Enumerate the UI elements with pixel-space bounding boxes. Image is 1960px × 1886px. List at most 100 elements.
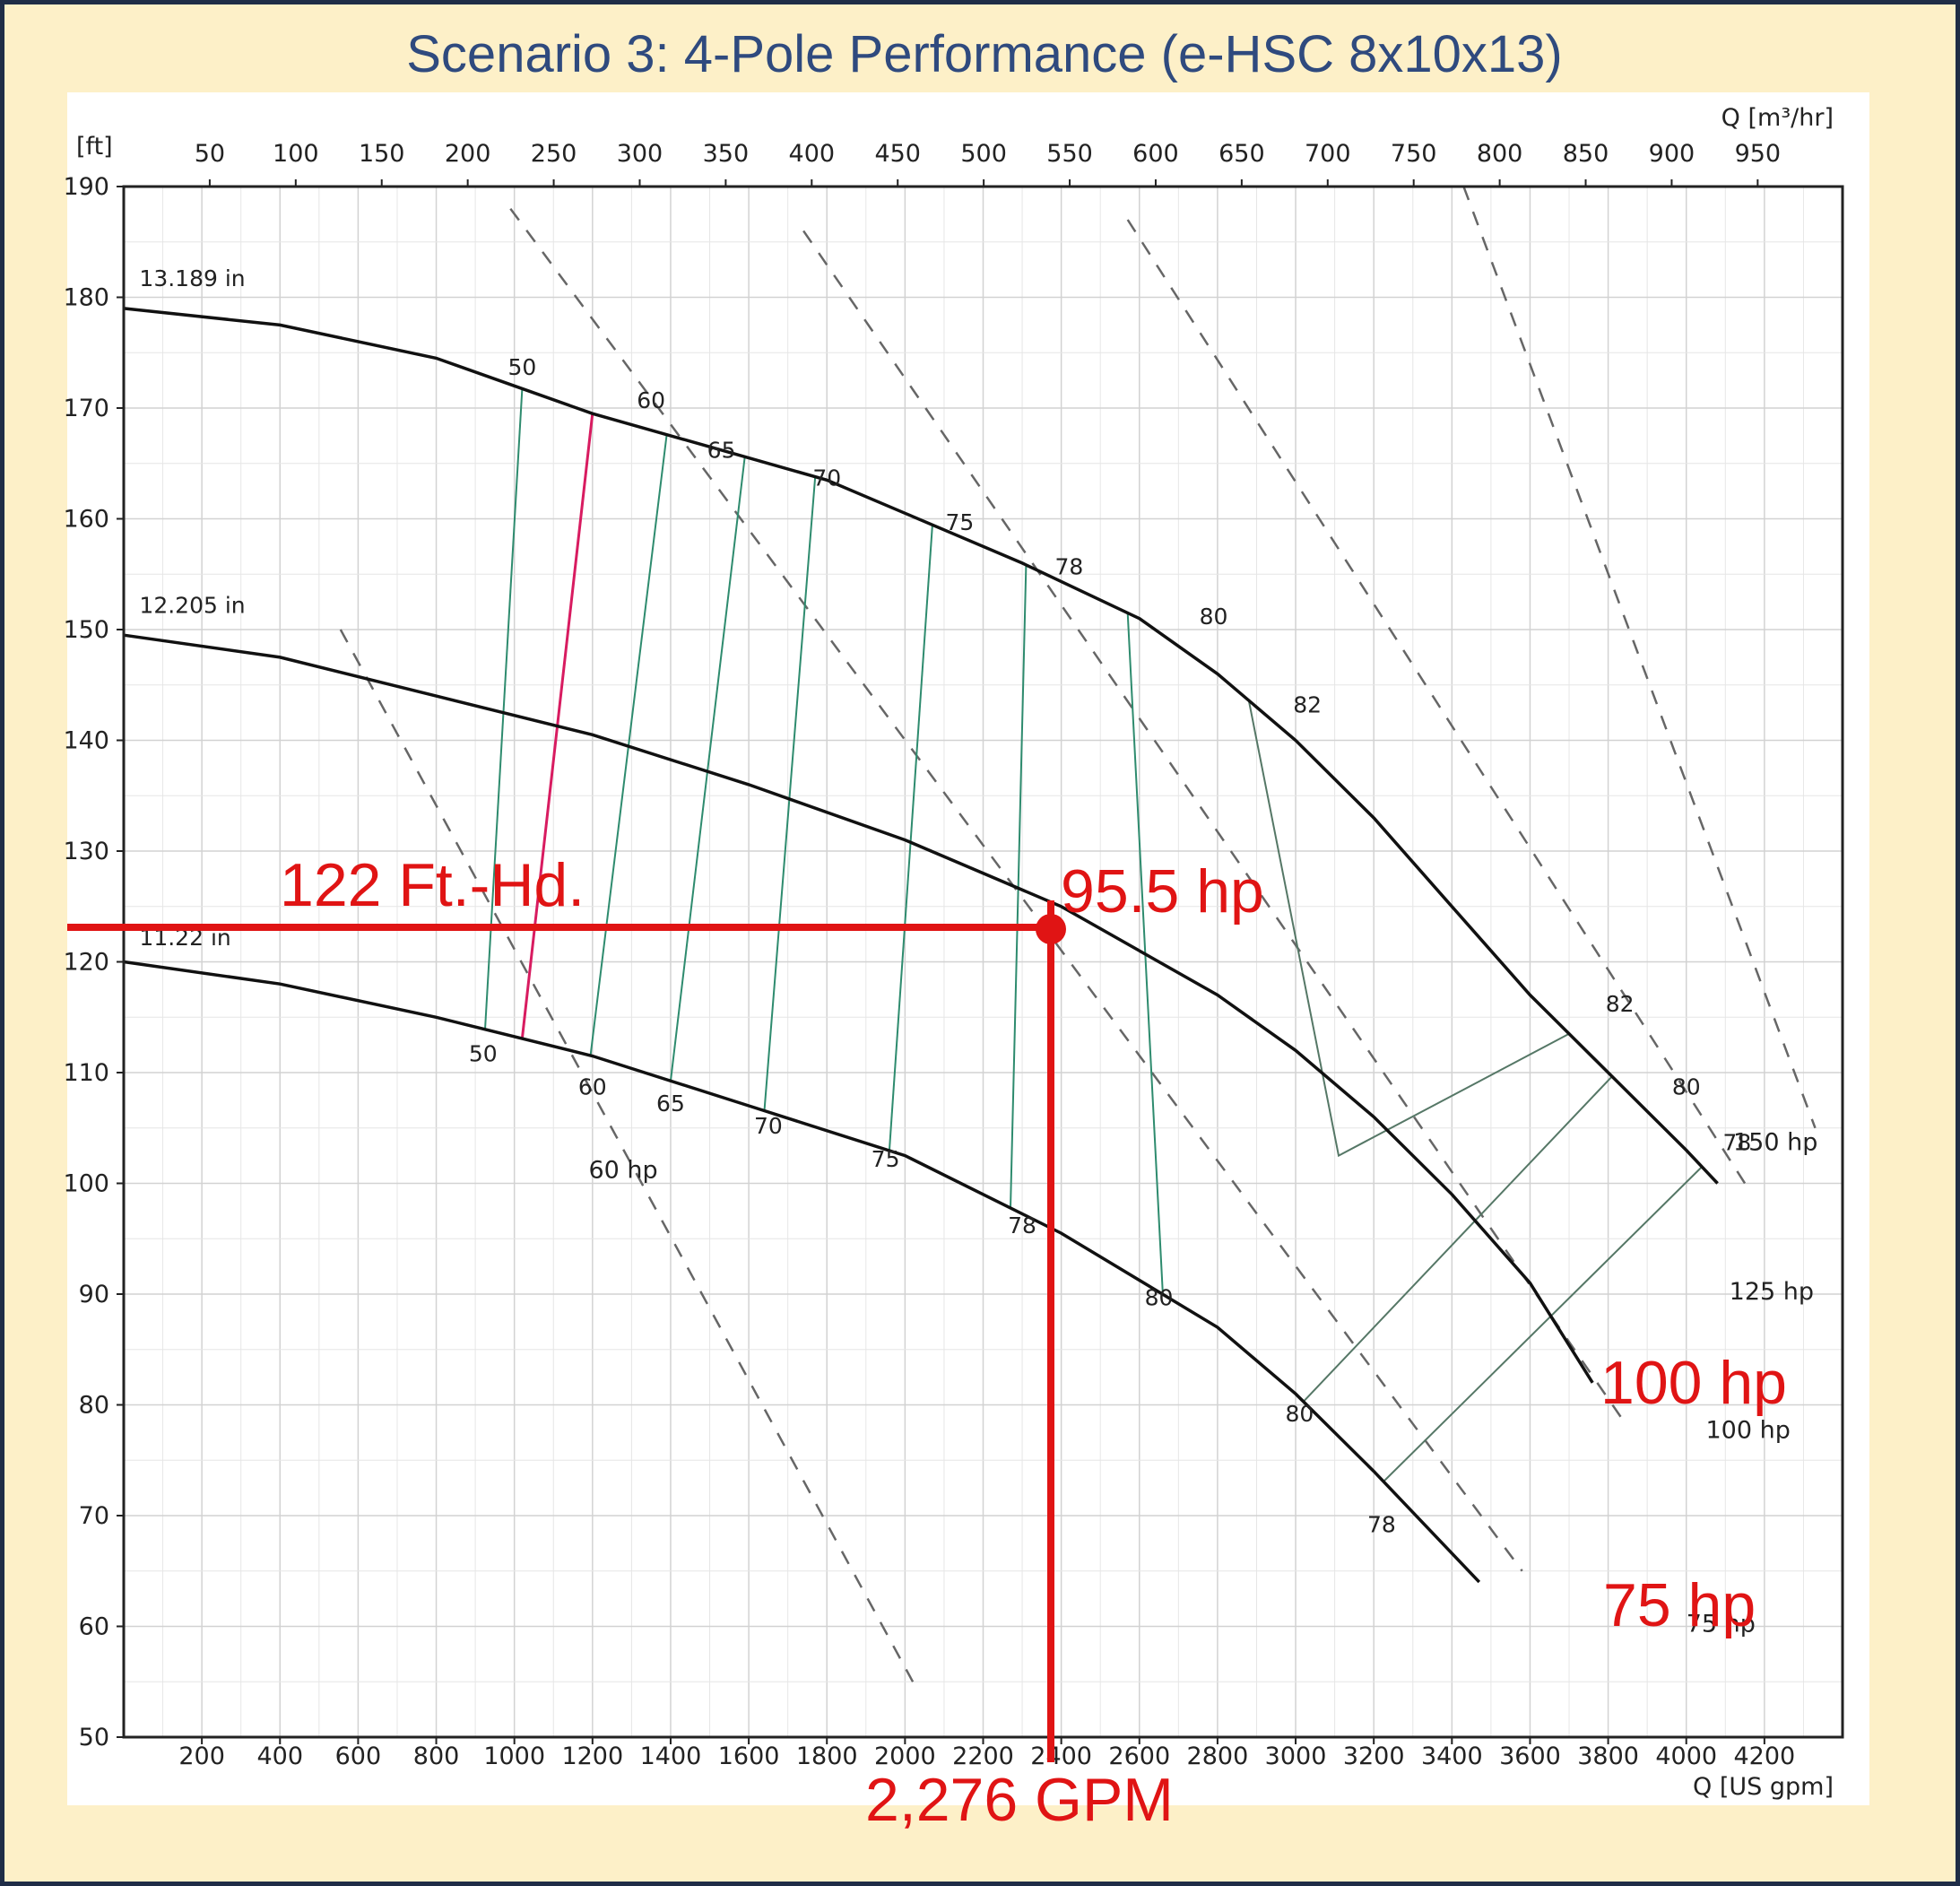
x-top-tick-label: 150 xyxy=(359,140,405,168)
efficiency-line-82 xyxy=(1247,700,1570,1158)
x-bottom-tick-label: 1600 xyxy=(718,1743,780,1770)
efficiency-label: 60 xyxy=(578,1074,607,1100)
efficiency-label: 70 xyxy=(754,1113,783,1139)
y-tick-label: 100 xyxy=(63,1170,109,1198)
x-bottom-tick-label: 800 xyxy=(413,1743,460,1770)
plot-border xyxy=(122,185,1844,1739)
x-top-tick-label: 50 xyxy=(195,140,225,168)
curve-label-diameter: 12.205 in xyxy=(139,592,245,618)
x-top-tick-label: 250 xyxy=(531,140,577,168)
x-top-tick-label: 700 xyxy=(1305,140,1351,168)
x-bottom-tick-label: 1000 xyxy=(483,1743,545,1770)
y-tick-label: 140 xyxy=(63,727,109,755)
y-tick-label: 180 xyxy=(63,284,109,312)
x-top-tick-label: 400 xyxy=(789,140,836,168)
x-top-tick-label: 650 xyxy=(1218,140,1265,168)
x-top-tick-label: 500 xyxy=(960,140,1007,168)
x-top-tick-label: 100 xyxy=(273,140,319,168)
x-top-tick-label: 350 xyxy=(703,140,750,168)
head-curve xyxy=(123,633,1594,1384)
efficiency-line xyxy=(763,476,817,1111)
y-tick-label: 130 xyxy=(63,838,109,865)
plot-background xyxy=(67,92,1869,1805)
x-bottom-axis-label: Q [US gpm] xyxy=(1693,1773,1834,1801)
efficiency-label: 75 xyxy=(872,1146,900,1172)
y-tick-label: 150 xyxy=(63,616,109,644)
curve-label-diameter: 13.189 in xyxy=(139,265,245,291)
efficiency-label: 80 xyxy=(1285,1401,1314,1427)
y-tick-label: 60 xyxy=(79,1613,109,1641)
x-top-tick-label: 850 xyxy=(1563,140,1609,168)
head-curve xyxy=(123,960,1481,1584)
efficiency-label: 80 xyxy=(1200,604,1228,630)
head-curve xyxy=(123,307,1719,1185)
hp75-annotation: 75 hp xyxy=(1603,1571,1756,1639)
x-bottom-tick-label: 400 xyxy=(256,1743,303,1770)
efficiency-label: 80 xyxy=(1145,1284,1174,1310)
x-top-tick-label: 900 xyxy=(1649,140,1695,168)
y-tick-label: 160 xyxy=(63,506,109,534)
x-top-tick-label: 800 xyxy=(1477,140,1523,168)
efficiency-label: 82 xyxy=(1293,692,1322,718)
x-bottom-tick-label: 3200 xyxy=(1343,1743,1405,1770)
y-axis-label: [ft] xyxy=(76,133,113,161)
efficiency-label: 65 xyxy=(656,1091,685,1117)
power-line-label: 100 hp xyxy=(1706,1417,1791,1445)
y-tick-label: 190 xyxy=(63,173,109,201)
power-line-125-hp xyxy=(1126,219,1747,1185)
x-top-axis-label: Q [m³/hr] xyxy=(1722,104,1834,132)
power-annotation: 95.5 hp xyxy=(1061,857,1264,926)
x-top-tick-label: 200 xyxy=(445,140,491,168)
head-curves xyxy=(123,307,1719,1584)
power-lines: 60 hp 75 hp 100 hp 125 hp 150 hp xyxy=(339,186,1817,1682)
efficiency-label: 78 xyxy=(1054,553,1083,579)
x-top-tick-label: 300 xyxy=(617,140,663,168)
x-top-tick-label: 950 xyxy=(1735,140,1782,168)
efficiency-label: 75 xyxy=(945,509,974,535)
x-bottom-tick-label: 2400 xyxy=(1030,1743,1092,1770)
x-bottom-tick-label: 1200 xyxy=(561,1743,623,1770)
x-bottom-tick-label: 600 xyxy=(335,1743,382,1770)
efficiency-label: 50 xyxy=(469,1041,498,1067)
efficiency-line-80 xyxy=(1303,1075,1613,1403)
x-bottom-tick-label: 3400 xyxy=(1421,1743,1483,1770)
x-bottom-tick-label: 4200 xyxy=(1734,1743,1796,1770)
y-tick-label: 170 xyxy=(63,395,109,422)
efficiency-line-78 xyxy=(1383,1166,1703,1482)
x-bottom-tick-label: 1400 xyxy=(640,1743,702,1770)
efficiency-label: 80 xyxy=(1672,1074,1701,1100)
flow-annotation: 2,276 GPM xyxy=(865,1766,1174,1834)
efficiency-label: 78 xyxy=(1722,1129,1751,1155)
axis-ticks: 50 60 70 80 90 100 110 120 130 140 150 160 170 180 190… xyxy=(63,140,1795,1770)
head-annotation: 122 Ft.-Hd. xyxy=(280,851,585,919)
efficiency-label: 70 xyxy=(812,465,841,491)
y-tick-label: 80 xyxy=(79,1392,109,1420)
grid xyxy=(124,187,1843,1737)
x-bottom-tick-label: 2800 xyxy=(1187,1743,1249,1770)
efficiency-label: 82 xyxy=(1606,991,1635,1017)
y-tick-label: 50 xyxy=(79,1724,109,1751)
y-tick-label: 120 xyxy=(63,949,109,977)
x-bottom-tick-label: 2600 xyxy=(1108,1743,1170,1770)
hp100-annotation: 100 hp xyxy=(1600,1349,1787,1417)
efficiency-line xyxy=(670,456,746,1082)
x-bottom-tick-label: 3600 xyxy=(1499,1743,1561,1770)
efficiency-label: 78 xyxy=(1367,1512,1396,1538)
efficiency-label: 60 xyxy=(637,387,665,413)
power-line-label: 150 hp xyxy=(1733,1128,1817,1156)
power-line-label: 125 hp xyxy=(1730,1278,1814,1306)
power-line-75-hp xyxy=(509,207,1523,1572)
x-bottom-tick-label: 1800 xyxy=(796,1743,858,1770)
efficiency-label: 50 xyxy=(507,354,536,380)
power-line-60-hp xyxy=(339,629,915,1682)
x-bottom-tick-label: 3800 xyxy=(1577,1743,1639,1770)
x-top-tick-label: 750 xyxy=(1391,140,1437,168)
x-top-tick-label: 450 xyxy=(874,140,921,168)
x-bottom-tick-label: 200 xyxy=(178,1743,225,1770)
operating-point-marker xyxy=(1036,914,1066,944)
x-bottom-tick-label: 3000 xyxy=(1265,1743,1327,1770)
x-top-tick-label: 550 xyxy=(1046,140,1093,168)
efficiency-label: 78 xyxy=(1008,1212,1036,1239)
y-tick-label: 70 xyxy=(79,1502,109,1530)
